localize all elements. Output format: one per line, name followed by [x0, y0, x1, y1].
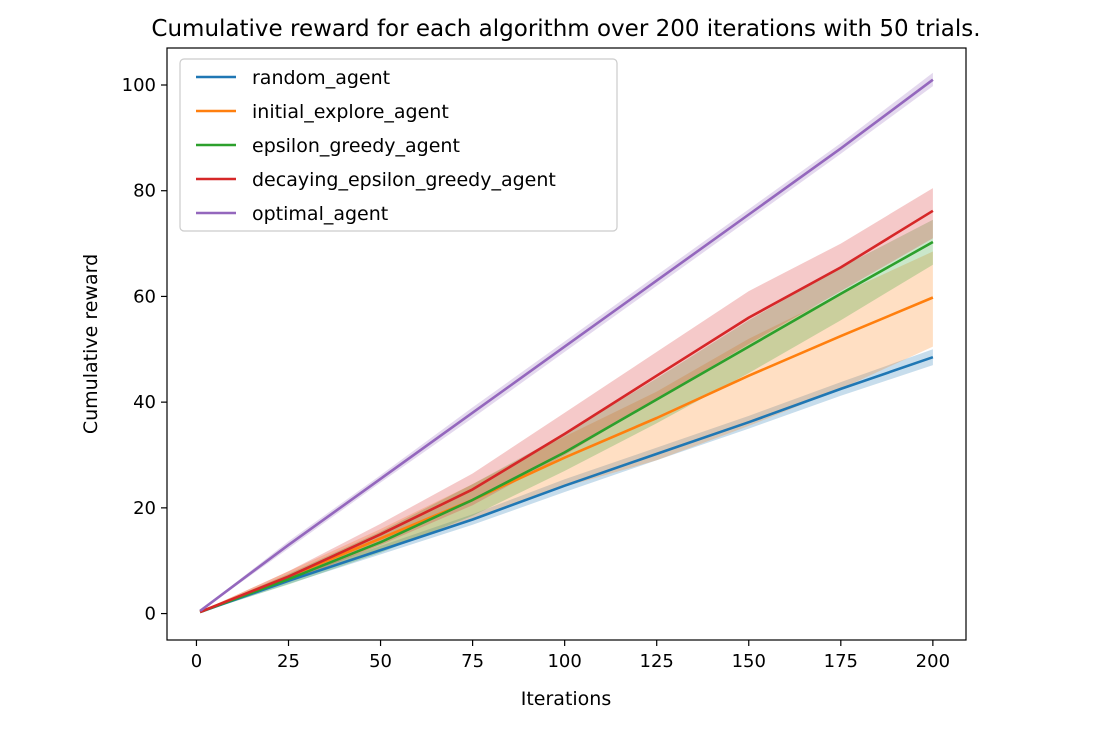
- y-axis-label: Cumulative reward: [80, 254, 102, 434]
- series-lines: [199, 78, 934, 614]
- initial-explore-agent-band: [200, 251, 933, 613]
- x-tick-label: 125: [640, 651, 674, 672]
- x-tick-label: 50: [369, 651, 392, 672]
- y-tick-label: 80: [133, 181, 156, 202]
- x-tick-label: 0: [191, 651, 202, 672]
- y-tick-label: 0: [145, 604, 156, 625]
- x-tick-label: 100: [547, 651, 581, 672]
- y-tick-label: 20: [133, 498, 156, 519]
- y-axis: 0 20 40 60 80 100: [122, 75, 167, 625]
- decaying-epsilon-greedy-agent-band: [200, 188, 933, 613]
- legend: random_agent initial_explore_agentepsilon…: [179, 58, 618, 232]
- x-axis-label: Iterations: [521, 688, 612, 710]
- x-axis: 0 25 50 75 100 125 150 175 200: [191, 640, 950, 672]
- x-tick-label: 75: [461, 651, 484, 672]
- optimal-agent-line: [199, 78, 934, 612]
- legend-label-initial-explore-agent: initial_explore_agent: [252, 101, 449, 123]
- legend-label-decaying-epsilon-greedy-agent: decaying_epsilon_greedy_agent: [252, 169, 556, 191]
- y-tick-label: 60: [133, 286, 156, 307]
- chart-title: Cumulative reward for each algorithm ove…: [151, 16, 980, 42]
- legend-box: [179, 58, 618, 232]
- legend-label-optimal-agent: optimal_agent: [252, 203, 388, 225]
- y-tick-label: 100: [122, 75, 156, 96]
- x-tick-label: 175: [824, 651, 858, 672]
- decaying-epsilon-greedy-agent-line: [199, 209, 934, 614]
- plot-area-frame: [166, 47, 967, 641]
- legend-label-random-agent: random_agent: [252, 67, 390, 89]
- random-agent-band: [200, 349, 933, 613]
- random-agent-line: [199, 355, 934, 614]
- legend-label-epsilon-greedy-agent: epsilon_greedy_agent: [252, 135, 460, 157]
- x-tick-label: 150: [732, 651, 766, 672]
- x-tick-label: 25: [277, 651, 300, 672]
- y-tick-label: 40: [133, 392, 156, 413]
- epsilon-greedy-agent-band: [200, 219, 933, 613]
- x-tick-label: 200: [916, 651, 950, 672]
- epsilon-greedy-agent-line: [199, 240, 934, 614]
